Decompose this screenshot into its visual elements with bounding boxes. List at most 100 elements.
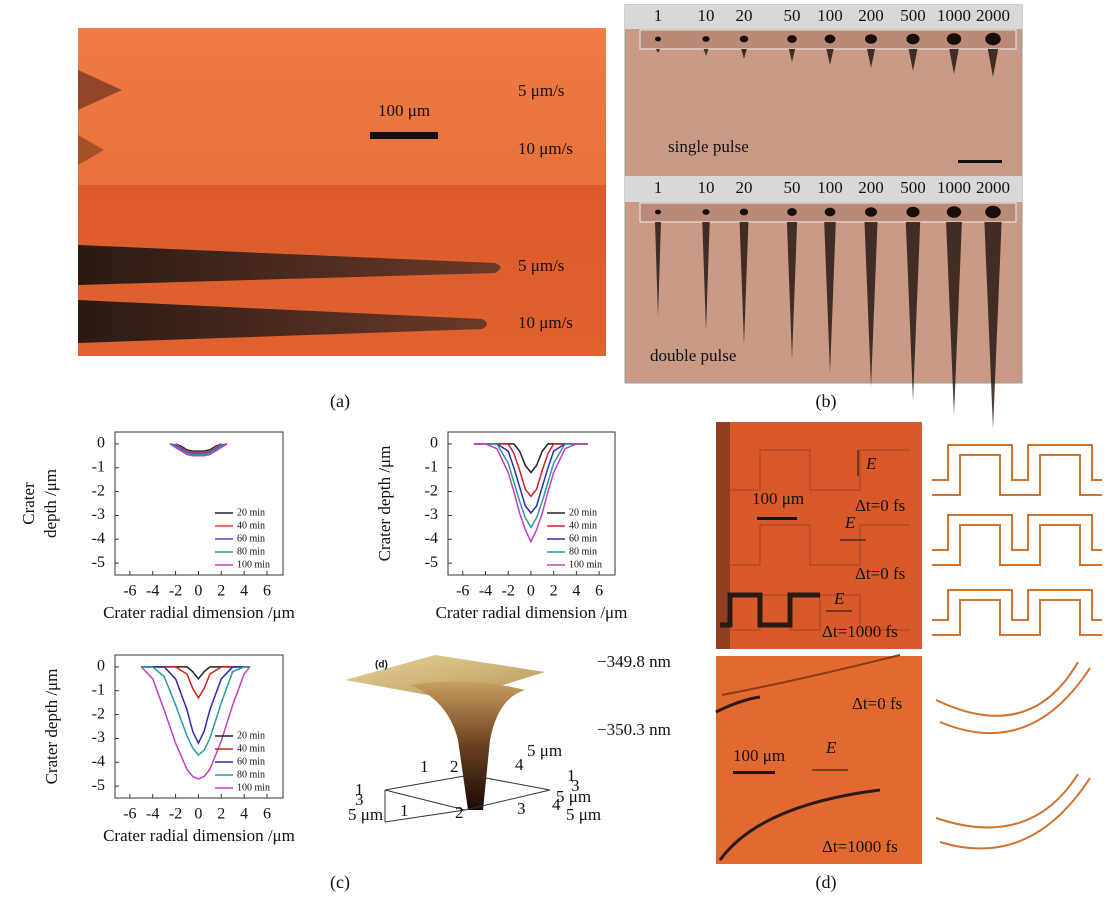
crater-dot [740,36,748,43]
speed-label: 10 μm/s [518,313,573,332]
legend-label: 40 min [569,520,597,531]
delay-label: Δt=0 fs [855,564,905,583]
crater-dot [865,34,877,44]
scale-bar [757,517,797,520]
pulse-count: 500 [900,6,926,25]
axis-number: 4 [552,795,561,814]
x-axis-label: Crater radial dimension /μm [103,826,295,845]
pulse-count: 50 [784,178,801,197]
crater-dot [702,209,709,215]
scale-label: 100 μm [733,746,785,765]
pulse-count: 20 [736,178,753,197]
x-axis-label: Crater radial dimension /μm [103,603,295,622]
x-tick-label: -4 [146,583,159,600]
x-tick-label: 4 [240,806,248,823]
x-tick-label: -2 [169,583,182,600]
pulse-count: 500 [900,178,926,197]
schematics [932,445,1102,849]
schematic-grating [932,590,1102,620]
delay-label: Δt=0 fs [855,496,905,515]
axis-number: 5 μm [566,805,601,824]
pulse-count: 100 [817,178,843,197]
legend-label: 80 min [237,546,265,557]
legend-label: 80 min [569,546,597,557]
legend-label: 20 min [237,507,265,518]
axis-line [385,810,465,822]
y-tick-label: 0 [430,435,438,452]
y-axis-label: Crater depth /μm [375,446,394,562]
field-label: E [844,513,856,532]
crater-dot [787,208,797,216]
y-tick-label: -2 [92,482,105,499]
x-tick-label: 0 [194,583,202,600]
line-chart: 0-1-2-3-4-5-6-4-20246Crater radial dimen… [375,432,628,622]
schematic-grating [932,515,1102,550]
crater-dot [947,206,961,218]
crater-dot [655,210,661,215]
schematic-arc [936,774,1078,827]
legend-label: 100 min [569,559,602,570]
caption: (c) [330,872,350,893]
y-tick-label: -4 [92,753,105,770]
schematic-grating [932,445,1102,480]
y-tick-label: -2 [425,482,438,499]
y-tick-label: -3 [92,506,105,523]
caption: (b) [816,391,837,412]
line-chart: 0-1-2-3-4-5-6-4-20246Crater radial dimen… [19,432,295,622]
y-tick-label: -1 [425,458,438,475]
axis-number: 1 [420,757,429,776]
x-axis-label: Crater radial dimension /μm [436,603,628,622]
crater-dot [702,36,709,42]
x-tick-label: 0 [527,583,535,600]
crater-dot [947,33,961,45]
crater-dot [740,209,748,216]
panel-a: 100 μm 5 μm/s 10 μm/s 5 μm/s 10 μm/s (a) [78,28,606,412]
axis-number: 2 [450,757,459,776]
pulse-count: 10 [698,6,715,25]
axis-number: 2 [455,803,464,822]
x-tick-label: 4 [572,583,580,600]
scale-bar [733,771,775,774]
y-tick-label: -1 [92,458,105,475]
crater-dot [825,208,836,217]
y-tick-label: -4 [92,530,105,547]
crater-dot [865,207,877,217]
axis-number: 5 μm [348,805,383,824]
panel-b: single pulse double pulse (b) 1102050100… [625,5,1022,429]
axis-number: 5 μm [527,741,562,760]
legend-label: 60 min [569,533,597,544]
x-tick-label: -4 [479,583,492,600]
legend-label: 80 min [237,769,265,780]
x-tick-label: 6 [263,806,271,823]
schematic-grating [932,455,1102,495]
x-tick-label: -6 [123,583,136,600]
caption: (a) [330,391,350,412]
y-axis-label: Crater [19,482,38,525]
legend-label: 20 min [237,730,265,741]
delay-label: Δt=0 fs [852,694,902,713]
z-label: −349.8 nm [597,652,671,671]
legend-label: 20 min [569,507,597,518]
pulse-count: 1 [654,178,663,197]
scale-bar [958,160,1002,163]
y-tick-label: -2 [92,705,105,722]
pulse-label: double pulse [650,346,736,365]
y-tick-label: -5 [92,777,105,794]
z-label: −350.3 nm [597,720,671,739]
speed-label: 5 μm/s [518,81,564,100]
crater-funnel [410,681,525,810]
pulse-count: 1 [654,6,663,25]
x-tick-label: 4 [240,583,248,600]
y-tick-label: -3 [92,729,105,746]
x-tick-label: -6 [123,806,136,823]
y-tick-label: -3 [425,506,438,523]
pulse-count: 200 [858,6,884,25]
x-tick-label: -2 [169,806,182,823]
speed-label: 5 μm/s [518,256,564,275]
crater-dot [906,207,919,218]
photo-top [78,28,606,185]
crater-dot [655,37,661,42]
y-axis-label: depth /μm [41,469,60,538]
plot-tag: (d) [375,660,388,671]
